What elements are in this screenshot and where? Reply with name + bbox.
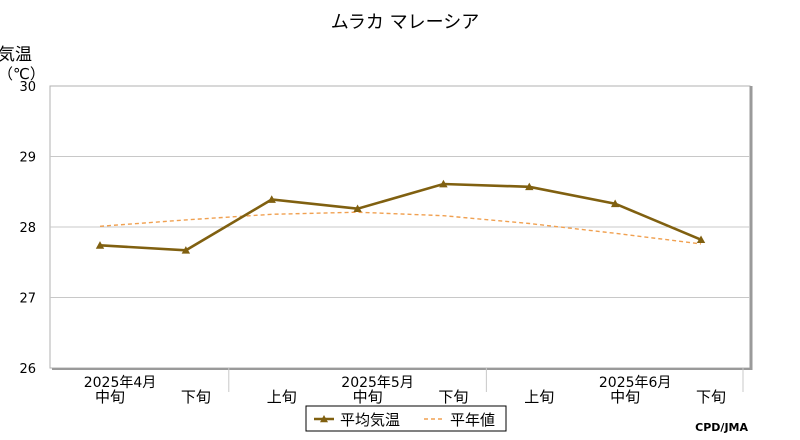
legend-box [305,405,507,432]
legend-label: 平年値 [450,411,495,429]
series-line-normal [99,211,702,245]
y-tick-labels: 30 29 28 27 26 [19,80,36,377]
data-point-marker [439,179,448,188]
y-axis-label: 気温 [0,45,32,65]
data-point-marker [95,241,105,249]
x-tick-label: 中旬 [610,388,640,406]
y-tick-label: 28 [19,221,36,236]
x-tick-label: 下旬 [181,388,211,406]
data-point-marker [610,199,620,208]
legend-items: 平均気温 平年値 [314,411,495,429]
chart-title: ムラカ マレーシア [331,12,479,33]
x-tick-label: 中旬 [353,388,383,406]
data-point-marker [525,182,534,191]
y-tick-label: 26 [19,362,36,377]
data-point-marker [353,204,362,213]
x-tick-label: 上旬 [524,388,554,406]
legend-marker [320,415,328,423]
month-label: 2025年4月 [84,375,157,391]
x-tick-label: 下旬 [438,388,468,406]
series-line-average [99,182,702,252]
legend-label: 平均気温 [340,411,400,429]
y-tick-label: 30 [19,80,36,95]
data-point-marker [696,235,706,244]
x-tick-labels: 中旬 下旬 上旬 中旬 下旬 上旬 中旬 下旬 [95,388,726,406]
month-labels: 2025年4月 2025年5月 2025年6月 [84,375,672,391]
x-tick-label: 下旬 [696,388,726,406]
y-tick-label: 29 [19,151,36,166]
month-label: 2025年5月 [341,375,414,391]
y-axis-unit: （℃） [0,65,45,83]
data-point-marker [267,195,276,203]
x-tick-label: 上旬 [267,388,297,406]
x-tick-label: 中旬 [95,388,125,406]
gridlines [50,156,750,298]
x-separators [228,368,744,392]
series-lines [95,179,706,254]
legend: 平均気温 平年値 [305,405,507,432]
data-point-marker [181,246,191,254]
month-label: 2025年6月 [599,375,672,391]
credit-text: CPD/JMA [695,421,748,434]
y-tick-label: 27 [19,292,36,307]
